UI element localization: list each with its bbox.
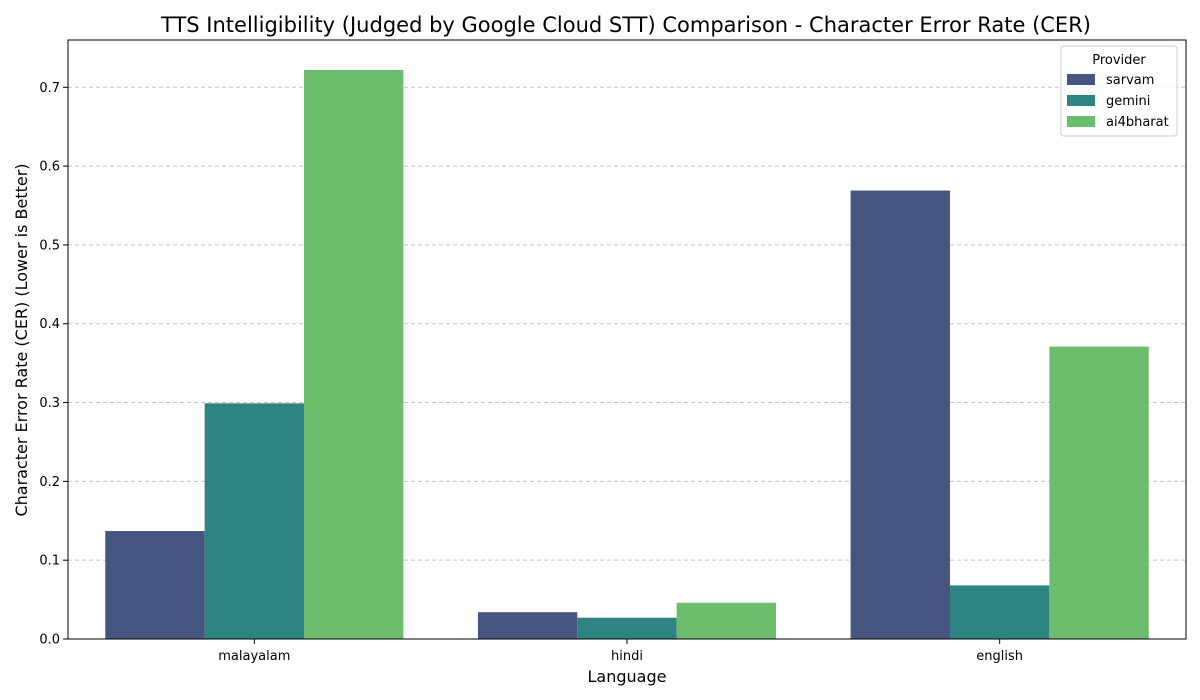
bar-gemini-malayalam	[204, 403, 305, 639]
legend-label-gemini: gemini	[1106, 94, 1150, 109]
x-tick-label: hindi	[611, 649, 643, 664]
bar-ai4bharat-malayalam	[304, 69, 404, 639]
y-axis-label: Character Error Rate (CER) (Lower is Bet…	[12, 163, 31, 516]
y-tick-label: 0.2	[39, 475, 60, 490]
legend-label-sarvam: sarvam	[1106, 73, 1154, 88]
legend-box	[1060, 45, 1178, 137]
bar-ai4bharat-hindi	[676, 602, 777, 639]
bar-gemini-hindi	[577, 617, 677, 639]
y-tick-label: 0.1	[39, 554, 60, 569]
bars	[105, 69, 1149, 640]
legend-title: Provider	[1092, 53, 1146, 68]
legend-swatch-ai4bharat	[1067, 116, 1095, 127]
x-axis: malayalam hindi english	[218, 639, 1023, 664]
x-tick-label: english	[976, 649, 1023, 664]
y-tick-label: 0.4	[39, 317, 60, 332]
chart-title: TTS Intelligibility (Judged by Google Cl…	[160, 13, 1091, 37]
bar-sarvam-hindi	[477, 612, 578, 639]
y-tick-label: 0.5	[39, 238, 60, 253]
x-tick-label: malayalam	[218, 649, 290, 664]
bar-ai4bharat-english	[1049, 346, 1149, 639]
y-tick-label: 0.3	[39, 396, 60, 411]
bar-sarvam-malayalam	[105, 531, 205, 639]
legend-swatch-gemini	[1067, 95, 1095, 106]
bar-sarvam-english	[850, 190, 950, 640]
y-tick-label: 0.7	[39, 81, 60, 96]
legend-label-ai4bharat: ai4bharat	[1106, 115, 1169, 130]
legend: Provider sarvam gemini ai4bharat	[1060, 45, 1178, 137]
y-axis: 0.0 0.1 0.2 0.3 0.4 0.5 0.6 0.7	[39, 81, 68, 648]
y-tick-label: 0.6	[39, 160, 60, 175]
y-tick-label: 0.0	[39, 633, 60, 648]
x-axis-label: Language	[588, 667, 667, 686]
bar-gemini-english	[949, 585, 1050, 639]
legend-swatch-sarvam	[1067, 74, 1095, 85]
